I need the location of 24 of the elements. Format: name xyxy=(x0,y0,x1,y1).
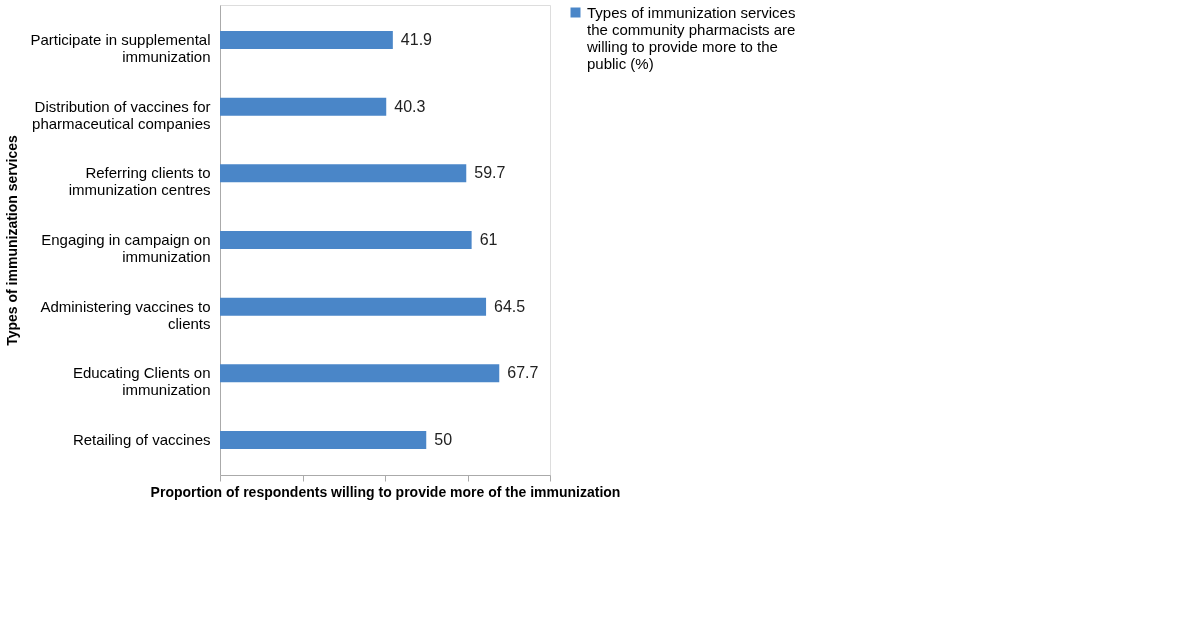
y-tick-label: Referring clients to immunization centres xyxy=(68,164,211,199)
bar xyxy=(220,164,467,183)
data-label: 61 xyxy=(479,231,498,248)
y-tick-label: Educating Clients on immunization xyxy=(72,364,211,399)
y-tick-label: Participate in supplemental immunization xyxy=(30,31,211,65)
y-axis-title: Types of immunization services xyxy=(4,135,21,346)
x-axis-title: Proportion of respondents willing to provide more of the immunization xyxy=(150,484,621,500)
bar xyxy=(220,97,387,116)
data-label: 50 xyxy=(434,431,453,448)
y-tick-label: Engaging in campaign on immunization xyxy=(41,231,211,265)
data-label: 64.5 xyxy=(494,297,526,315)
bar xyxy=(220,431,427,449)
y-tick-label: Distribution of vaccines for pharmaceutical companies xyxy=(32,97,211,132)
data-label: 59.7 xyxy=(474,164,506,182)
bar xyxy=(220,364,500,383)
data-label: 41.9 xyxy=(400,31,433,48)
data-label: 67.7 xyxy=(507,364,539,382)
bar xyxy=(220,297,487,316)
y-tick-label: Administering vaccines to clients xyxy=(40,297,211,332)
legend-label: Types of immunization services the community pharmacists are willing to provide more to the public (%) xyxy=(586,3,796,72)
data-label: 40.3 xyxy=(394,97,426,115)
y-tick-label: Retailing of vaccines xyxy=(72,431,211,448)
bar xyxy=(220,31,393,49)
bar xyxy=(220,231,472,249)
